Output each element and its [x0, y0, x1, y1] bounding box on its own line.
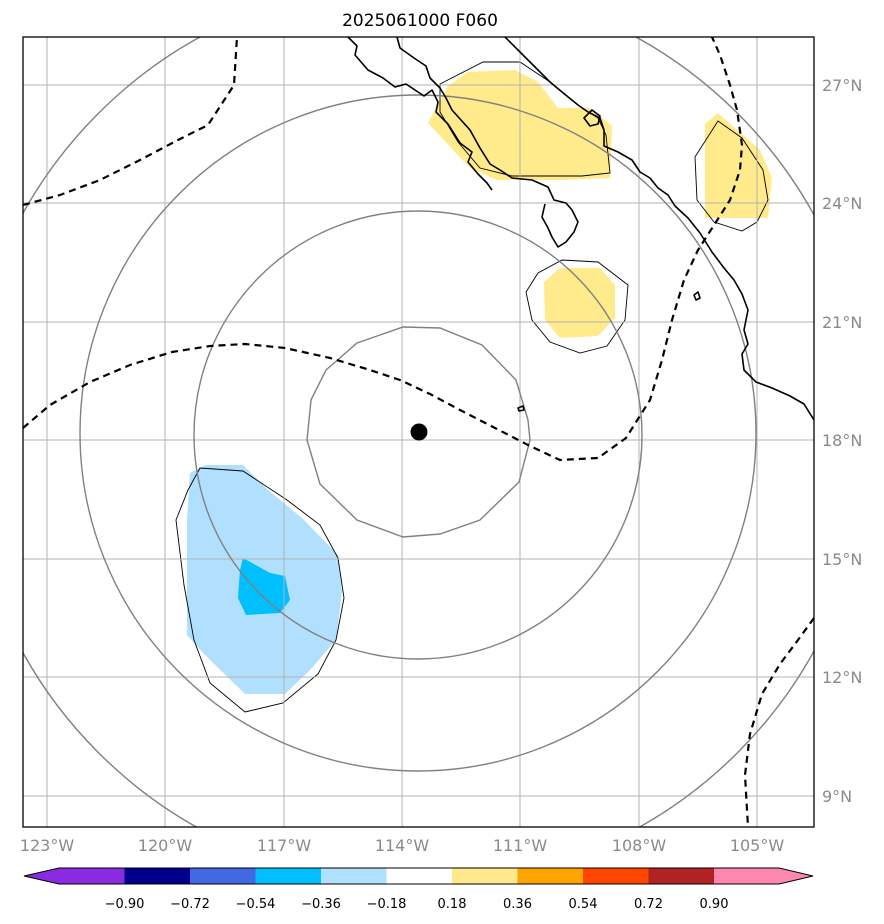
lon-label-105w: 105°W [730, 836, 785, 855]
dashed-contour-southeast [743, 617, 814, 827]
map-frame [22, 36, 815, 828]
range-ring-2 [193, 210, 643, 660]
coastlines [347, 37, 814, 421]
range-ring-3 [79, 94, 757, 772]
lat-lon-gridlines [23, 37, 814, 827]
coastline-baja-east [396, 37, 579, 248]
colorbar-label-7: 0.54 [569, 897, 598, 912]
colorbar-segment-1 [59, 868, 125, 884]
colorbar: −0.90 −0.72 −0.54 −0.36 −0.18 0.18 0.36 … [23, 867, 814, 912]
coastline-baja-west [347, 37, 493, 191]
positive-anomaly-fills [428, 70, 772, 338]
colorbar-label-0: −0.90 [105, 897, 145, 912]
coastline-mainland [504, 37, 814, 421]
lon-label-117w: 117°W [257, 836, 312, 855]
lon-label-111w: 111°W [493, 836, 548, 855]
island-small-2 [517, 405, 525, 412]
colorbar-label-6: 0.36 [503, 897, 532, 912]
positive-anomaly-region-south [544, 268, 615, 338]
colorbar-label-8: 0.72 [634, 897, 663, 912]
colorbar-label-2: −0.54 [236, 897, 276, 912]
lon-label-123w: 123°W [20, 836, 75, 855]
lon-label-114w: 114°W [375, 836, 430, 855]
colorbar-segment-8 [517, 868, 583, 884]
dashed-contours [23, 37, 814, 827]
colorbar-segment-0 [24, 868, 59, 884]
colorbar-segment-2 [124, 868, 190, 884]
colorbar-segment-9 [583, 868, 649, 884]
colorbar-segment-4 [255, 868, 321, 884]
colorbar-label-1: −0.72 [170, 897, 210, 912]
colorbar-segment-3 [190, 868, 256, 884]
longitude-labels: 123°W 120°W 117°W 114°W 111°W 108°W 105°… [20, 836, 785, 855]
range-ring-1 [306, 326, 531, 538]
colorbar-segment-7 [452, 868, 518, 884]
island-small-1 [693, 291, 701, 301]
colorbar-segment-11 [714, 868, 779, 884]
colorbar-outline [23, 867, 814, 885]
dashed-contour-middle [23, 37, 744, 462]
negative-anomaly-region-strong [238, 558, 290, 615]
lon-label-108w: 108°W [612, 836, 667, 855]
lat-label-21n: 21°N [822, 313, 862, 332]
negative-anomaly-fills [187, 465, 342, 694]
lon-label-120w: 120°W [138, 836, 193, 855]
colorbar-label-9: 0.90 [700, 897, 729, 912]
map-title: 2025061000 F060 [342, 11, 498, 31]
colorbar-segment-5 [321, 868, 387, 884]
colorbar-segment-12 [779, 868, 813, 884]
colorbar-label-5: 0.18 [438, 897, 467, 912]
colorbar-segment-6 [386, 868, 452, 884]
lat-label-12n: 12°N [822, 668, 862, 687]
latitude-labels: 27°N 24°N 21°N 18°N 15°N 12°N 9°N [822, 76, 862, 806]
lat-label-18n: 18°N [822, 431, 862, 450]
positive-anomaly-region-east [705, 113, 772, 218]
colorbar-label-3: −0.36 [301, 897, 341, 912]
lat-label-9n: 9°N [822, 787, 852, 806]
colorbar-label-4: −0.18 [367, 897, 407, 912]
storm-center-marker [410, 423, 428, 441]
lat-label-27n: 27°N [822, 76, 862, 95]
lat-label-15n: 15°N [822, 550, 862, 569]
island-small-3 [583, 109, 601, 127]
dashed-contour-north [23, 37, 239, 207]
lat-label-24n: 24°N [822, 194, 862, 213]
colorbar-segment-10 [648, 868, 714, 884]
range-rings [23, 37, 814, 827]
